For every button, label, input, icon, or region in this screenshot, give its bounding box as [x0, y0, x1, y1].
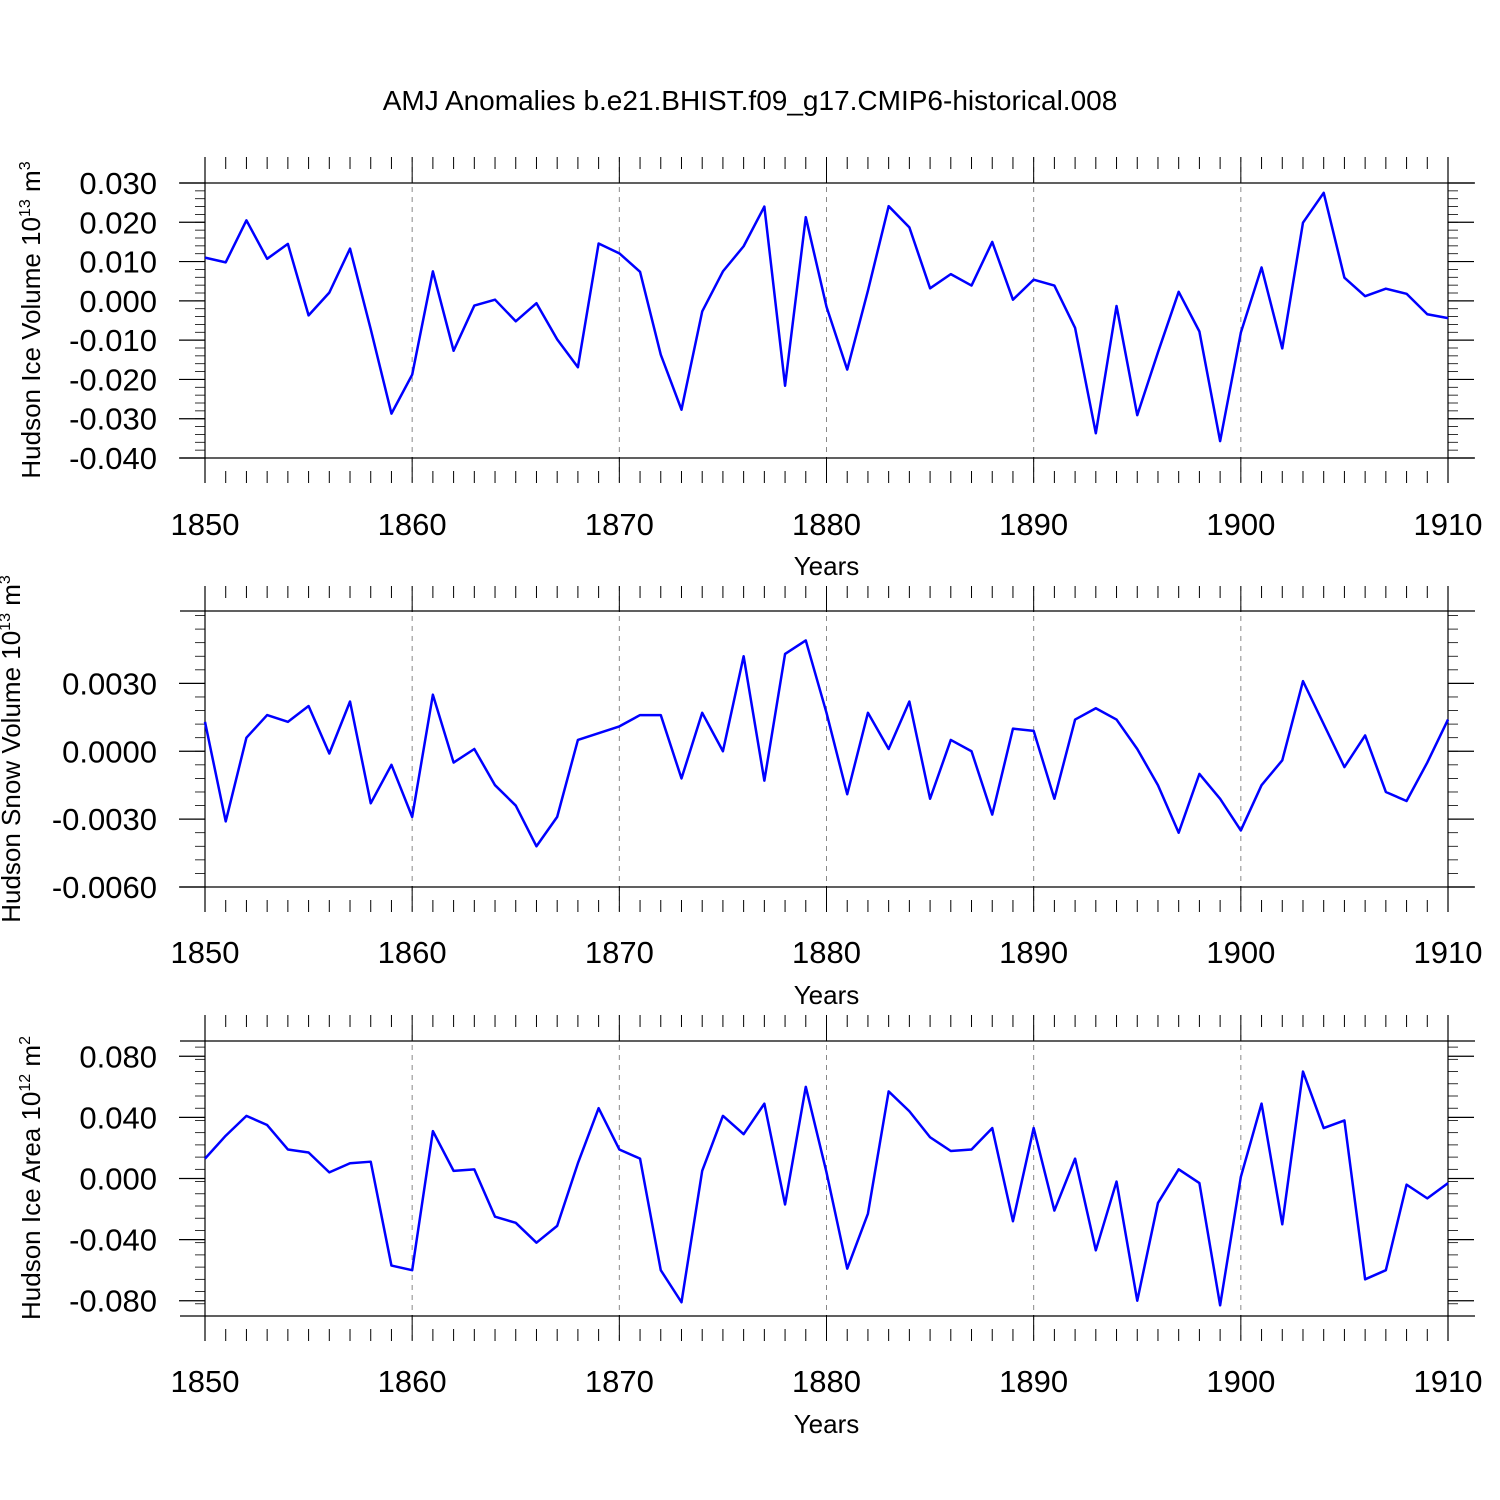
x-tick-label: 1860	[378, 1364, 447, 1399]
x-tick-label: 1880	[792, 1364, 861, 1399]
y-tick-label: 0.0000	[62, 734, 157, 769]
y-tick-label: -0.010	[69, 323, 157, 358]
figure-title: AMJ Anomalies b.e21.BHIST.f09_g17.CMIP6-…	[383, 85, 1118, 116]
y-tick-label: -0.080	[69, 1284, 157, 1319]
series-line	[204, 191, 1449, 443]
y-tick-label: 0.020	[79, 205, 157, 240]
panel-1: -0.040 -0.030 -0.020 -0.010 0.000 0.010 0.020 0…	[16, 157, 1482, 581]
panel-2: -0.0060 -0.0030 0.0000 0.0030 1850 1860 1870 18…	[0, 575, 1482, 1010]
x-tick-label: 1870	[585, 507, 654, 542]
x-tick-label: 1890	[999, 935, 1068, 970]
y-axis-title: Hudson Ice Volume 1013 m3	[16, 161, 46, 478]
y-axis-title: Hudson Ice Area 1012 m2	[16, 1036, 46, 1320]
y-tick-label: -0.040	[69, 441, 157, 476]
x-tick-label: 1910	[1414, 507, 1483, 542]
x-tick-label: 1850	[171, 1364, 240, 1399]
x-tick-label: 1850	[171, 507, 240, 542]
y-tick-label: -0.030	[69, 402, 157, 437]
x-tick-label: 1870	[585, 1364, 654, 1399]
panels: -0.040 -0.030 -0.020 -0.010 0.000 0.010 0.020 0…	[0, 157, 1482, 1439]
x-axis-title: Years	[794, 551, 860, 581]
y-tick-label: -0.0030	[52, 802, 157, 837]
y-tick-label: -0.0060	[52, 870, 157, 905]
x-tick-label: 1880	[792, 935, 861, 970]
x-axis-title: Years	[794, 1409, 860, 1439]
y-tick-label: 0.030	[79, 166, 157, 201]
x-tick-label: 1860	[378, 507, 447, 542]
y-tick-label: 0.0030	[62, 666, 157, 701]
x-tick-label: 1910	[1414, 1364, 1483, 1399]
x-tick-label: 1900	[1206, 1364, 1275, 1399]
x-tick-label: 1890	[999, 507, 1068, 542]
y-tick-label: 0.000	[79, 284, 157, 319]
y-tick-label: 0.040	[79, 1100, 157, 1135]
y-tick-label: -0.020	[69, 362, 157, 397]
x-tick-label: 1880	[792, 507, 861, 542]
x-tick-label: 1870	[585, 935, 654, 970]
x-tick-label: 1900	[1206, 935, 1275, 970]
y-tick-label: 0.080	[79, 1039, 157, 1074]
x-tick-label: 1900	[1206, 507, 1275, 542]
x-tick-label: 1890	[999, 1364, 1068, 1399]
y-tick-label: -0.040	[69, 1223, 157, 1258]
x-tick-label: 1850	[171, 935, 240, 970]
x-tick-label: 1910	[1414, 935, 1483, 970]
panel-3: -0.080 -0.040 0.000 0.040 0.080 1850 1860 1870 1…	[16, 1015, 1482, 1439]
x-tick-label: 1860	[378, 935, 447, 970]
y-tick-label: 0.010	[79, 245, 157, 280]
x-axis-title: Years	[794, 980, 860, 1010]
series-line	[203, 639, 1450, 848]
y-tick-label: 0.000	[79, 1162, 157, 1197]
y-axis-title: Hudson Snow Volume 1013 m3	[0, 575, 26, 923]
series-line	[204, 1070, 1449, 1307]
